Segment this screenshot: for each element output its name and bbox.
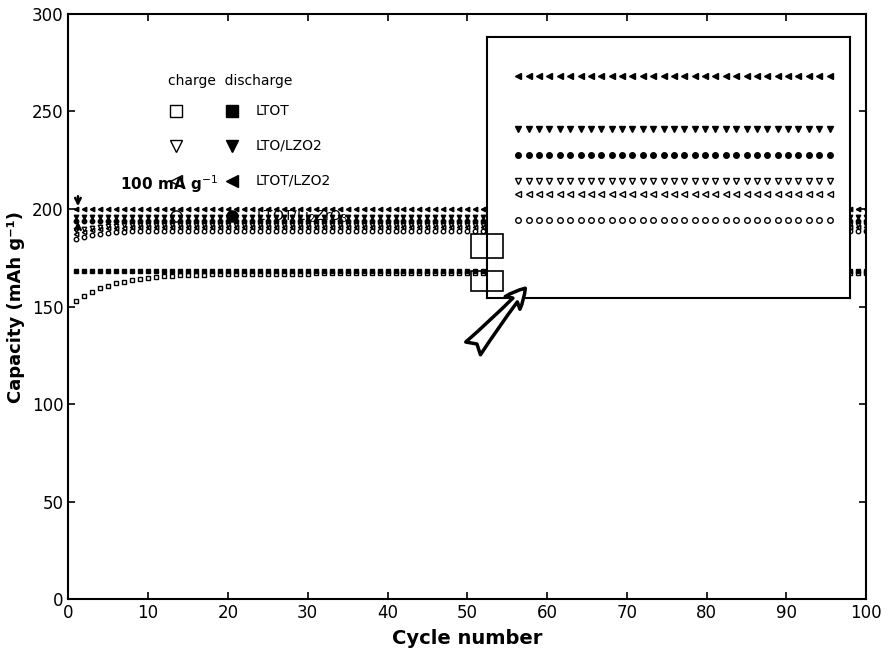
Bar bbox=[471, 234, 503, 258]
X-axis label: Cycle number: Cycle number bbox=[392, 629, 542, 648]
Text: LTOT/Li$_2$ZrO$_3$: LTOT/Li$_2$ZrO$_3$ bbox=[256, 207, 348, 225]
Y-axis label: Capacity (mAh g⁻¹): Capacity (mAh g⁻¹) bbox=[7, 211, 25, 403]
Text: 100 mA g$^{-1}$: 100 mA g$^{-1}$ bbox=[120, 173, 218, 195]
Text: LTO/LZO2: LTO/LZO2 bbox=[256, 139, 323, 153]
Text: LTOT/LZO2: LTOT/LZO2 bbox=[256, 174, 331, 188]
Bar bbox=[471, 271, 503, 291]
Text: LTOT: LTOT bbox=[256, 103, 290, 117]
Text: charge  discharge: charge discharge bbox=[168, 74, 292, 88]
